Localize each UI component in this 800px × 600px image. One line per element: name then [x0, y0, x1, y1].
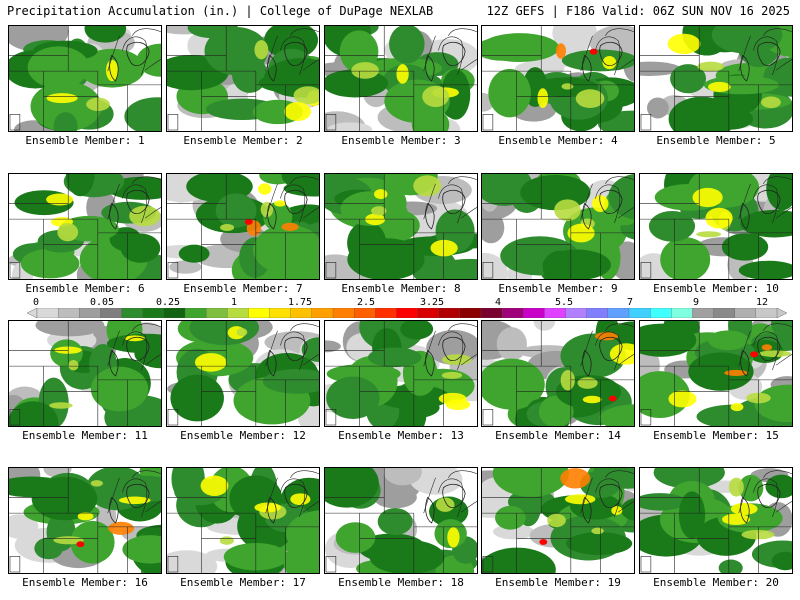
ensemble-map-panel: [639, 467, 793, 574]
colorbar-segment: [79, 308, 101, 318]
colorbar-segment: [713, 308, 736, 318]
colorbar-segment: [248, 308, 271, 318]
ensemble-member-label: Ensemble Member: 18: [338, 576, 464, 589]
colorbar-segment: [607, 308, 630, 318]
ensemble-member-label: Ensemble Member: 8: [341, 282, 461, 295]
ensemble-map-panel: [324, 320, 478, 427]
colorbar-tick-label: 0.05: [89, 297, 115, 308]
colorbar-segment: [755, 308, 778, 318]
colorbar-segment: [184, 308, 207, 318]
colorbar-segment: [353, 308, 376, 318]
colorbar-segment: [227, 308, 249, 318]
colorbar-segment: [311, 308, 334, 318]
ensemble-member-label: Ensemble Member: 3: [341, 134, 461, 147]
colorbar-max-arrow: [776, 308, 787, 318]
colorbar-tick-label: 1.75: [287, 297, 313, 308]
ensemble-member-label: Ensemble Member: 5: [656, 134, 776, 147]
colorbar-tick-label: 4: [494, 297, 502, 308]
colorbar-segment: [523, 308, 545, 318]
colorbar-segment: [57, 308, 80, 318]
ensemble-map-panel: [639, 173, 793, 280]
ensemble-map-panel: [639, 320, 793, 427]
colorbar-segment: [628, 308, 651, 318]
ensemble-map-panel: [166, 320, 320, 427]
ensemble-map-panel: [324, 25, 478, 132]
colorbar-segment: [671, 308, 693, 318]
ensemble-map-panel: [324, 173, 478, 280]
ensemble-member-label: Ensemble Member: 20: [653, 576, 779, 589]
ensemble-member-label: Ensemble Member: 16: [22, 576, 148, 589]
ensemble-map-panel: [8, 467, 162, 574]
colorbar-tick-label: 9: [692, 297, 700, 308]
ensemble-map-panel: [481, 173, 635, 280]
colorbar-segment: [501, 308, 524, 318]
colorbar-segment: [205, 308, 228, 318]
colorbar-segment: [649, 308, 672, 318]
colorbar-segment: [438, 308, 461, 318]
ensemble-member-label: Ensemble Member: 12: [180, 429, 306, 442]
ensemble-member-label: Ensemble Member: 13: [338, 429, 464, 442]
colorbar-tick-label: 0.25: [155, 297, 181, 308]
ensemble-member-label: Ensemble Member: 6: [25, 282, 145, 295]
header-run-info: 12Z GEFS | F186 Valid: 06Z SUN NOV 16 20…: [486, 4, 790, 18]
ensemble-map-panel: [481, 467, 635, 574]
colorbar-segment: [396, 308, 419, 318]
colorbar-segment: [480, 308, 503, 318]
ensemble-map-panel: [481, 25, 635, 132]
ensemble-map-panel: [8, 25, 162, 132]
ensemble-member-label: Ensemble Member: 1: [25, 134, 145, 147]
colorbar-segment: [586, 308, 609, 318]
colorbar-segment: [417, 308, 440, 318]
ensemble-member-label: Ensemble Member: 14: [495, 429, 621, 442]
ensemble-member-label: Ensemble Member: 11: [22, 429, 148, 442]
ensemble-map-panel: [481, 320, 635, 427]
ensemble-map-panel: [8, 320, 162, 427]
header-title: Precipitation Accumulation (in.) | Colle…: [7, 4, 434, 18]
colorbar-tick-label: 12: [755, 297, 769, 308]
ensemble-member-label: Ensemble Member: 19: [495, 576, 621, 589]
ensemble-member-label: Ensemble Member: 9: [498, 282, 618, 295]
ensemble-member-label: Ensemble Member: 15: [653, 429, 779, 442]
colorbar-tick-label: 5.5: [554, 297, 574, 308]
colorbar-segment: [269, 308, 292, 318]
colorbar-segment: [36, 308, 59, 318]
colorbar-tick-label: 7: [626, 297, 634, 308]
ensemble-member-label: Ensemble Member: 17: [180, 576, 306, 589]
ensemble-map-panel: [8, 173, 162, 280]
colorbar-segment: [100, 308, 123, 318]
colorbar-segment: [544, 308, 567, 318]
colorbar-segment: [565, 308, 588, 318]
colorbar-tick-label: 1: [230, 297, 238, 308]
ensemble-member-label: Ensemble Member: 2: [183, 134, 303, 147]
ensemble-map-panel: [166, 173, 320, 280]
colorbar-segment: [734, 308, 757, 318]
colorbar-segment: [163, 308, 186, 318]
colorbar-segment: [290, 308, 313, 318]
colorbar-segment: [121, 308, 144, 318]
colorbar-segment: [459, 308, 482, 318]
ensemble-map-panel: [324, 467, 478, 574]
ensemble-member-label: Ensemble Member: 10: [653, 282, 779, 295]
ensemble-map-panel: [166, 467, 320, 574]
ensemble-map-panel: [166, 25, 320, 132]
colorbar-segment: [692, 308, 715, 318]
colorbar-segment: [332, 308, 355, 318]
colorbar-tick-label: 0: [32, 297, 40, 308]
colorbar: [27, 308, 787, 318]
colorbar-min-arrow: [27, 308, 38, 318]
colorbar-tick-label: 3.25: [419, 297, 445, 308]
ensemble-map-panel: [639, 25, 793, 132]
ensemble-member-label: Ensemble Member: 4: [498, 134, 618, 147]
colorbar-tick-label: 2.5: [356, 297, 376, 308]
colorbar-segment: [142, 308, 165, 318]
ensemble-member-label: Ensemble Member: 7: [183, 282, 303, 295]
colorbar-segment: [375, 308, 397, 318]
